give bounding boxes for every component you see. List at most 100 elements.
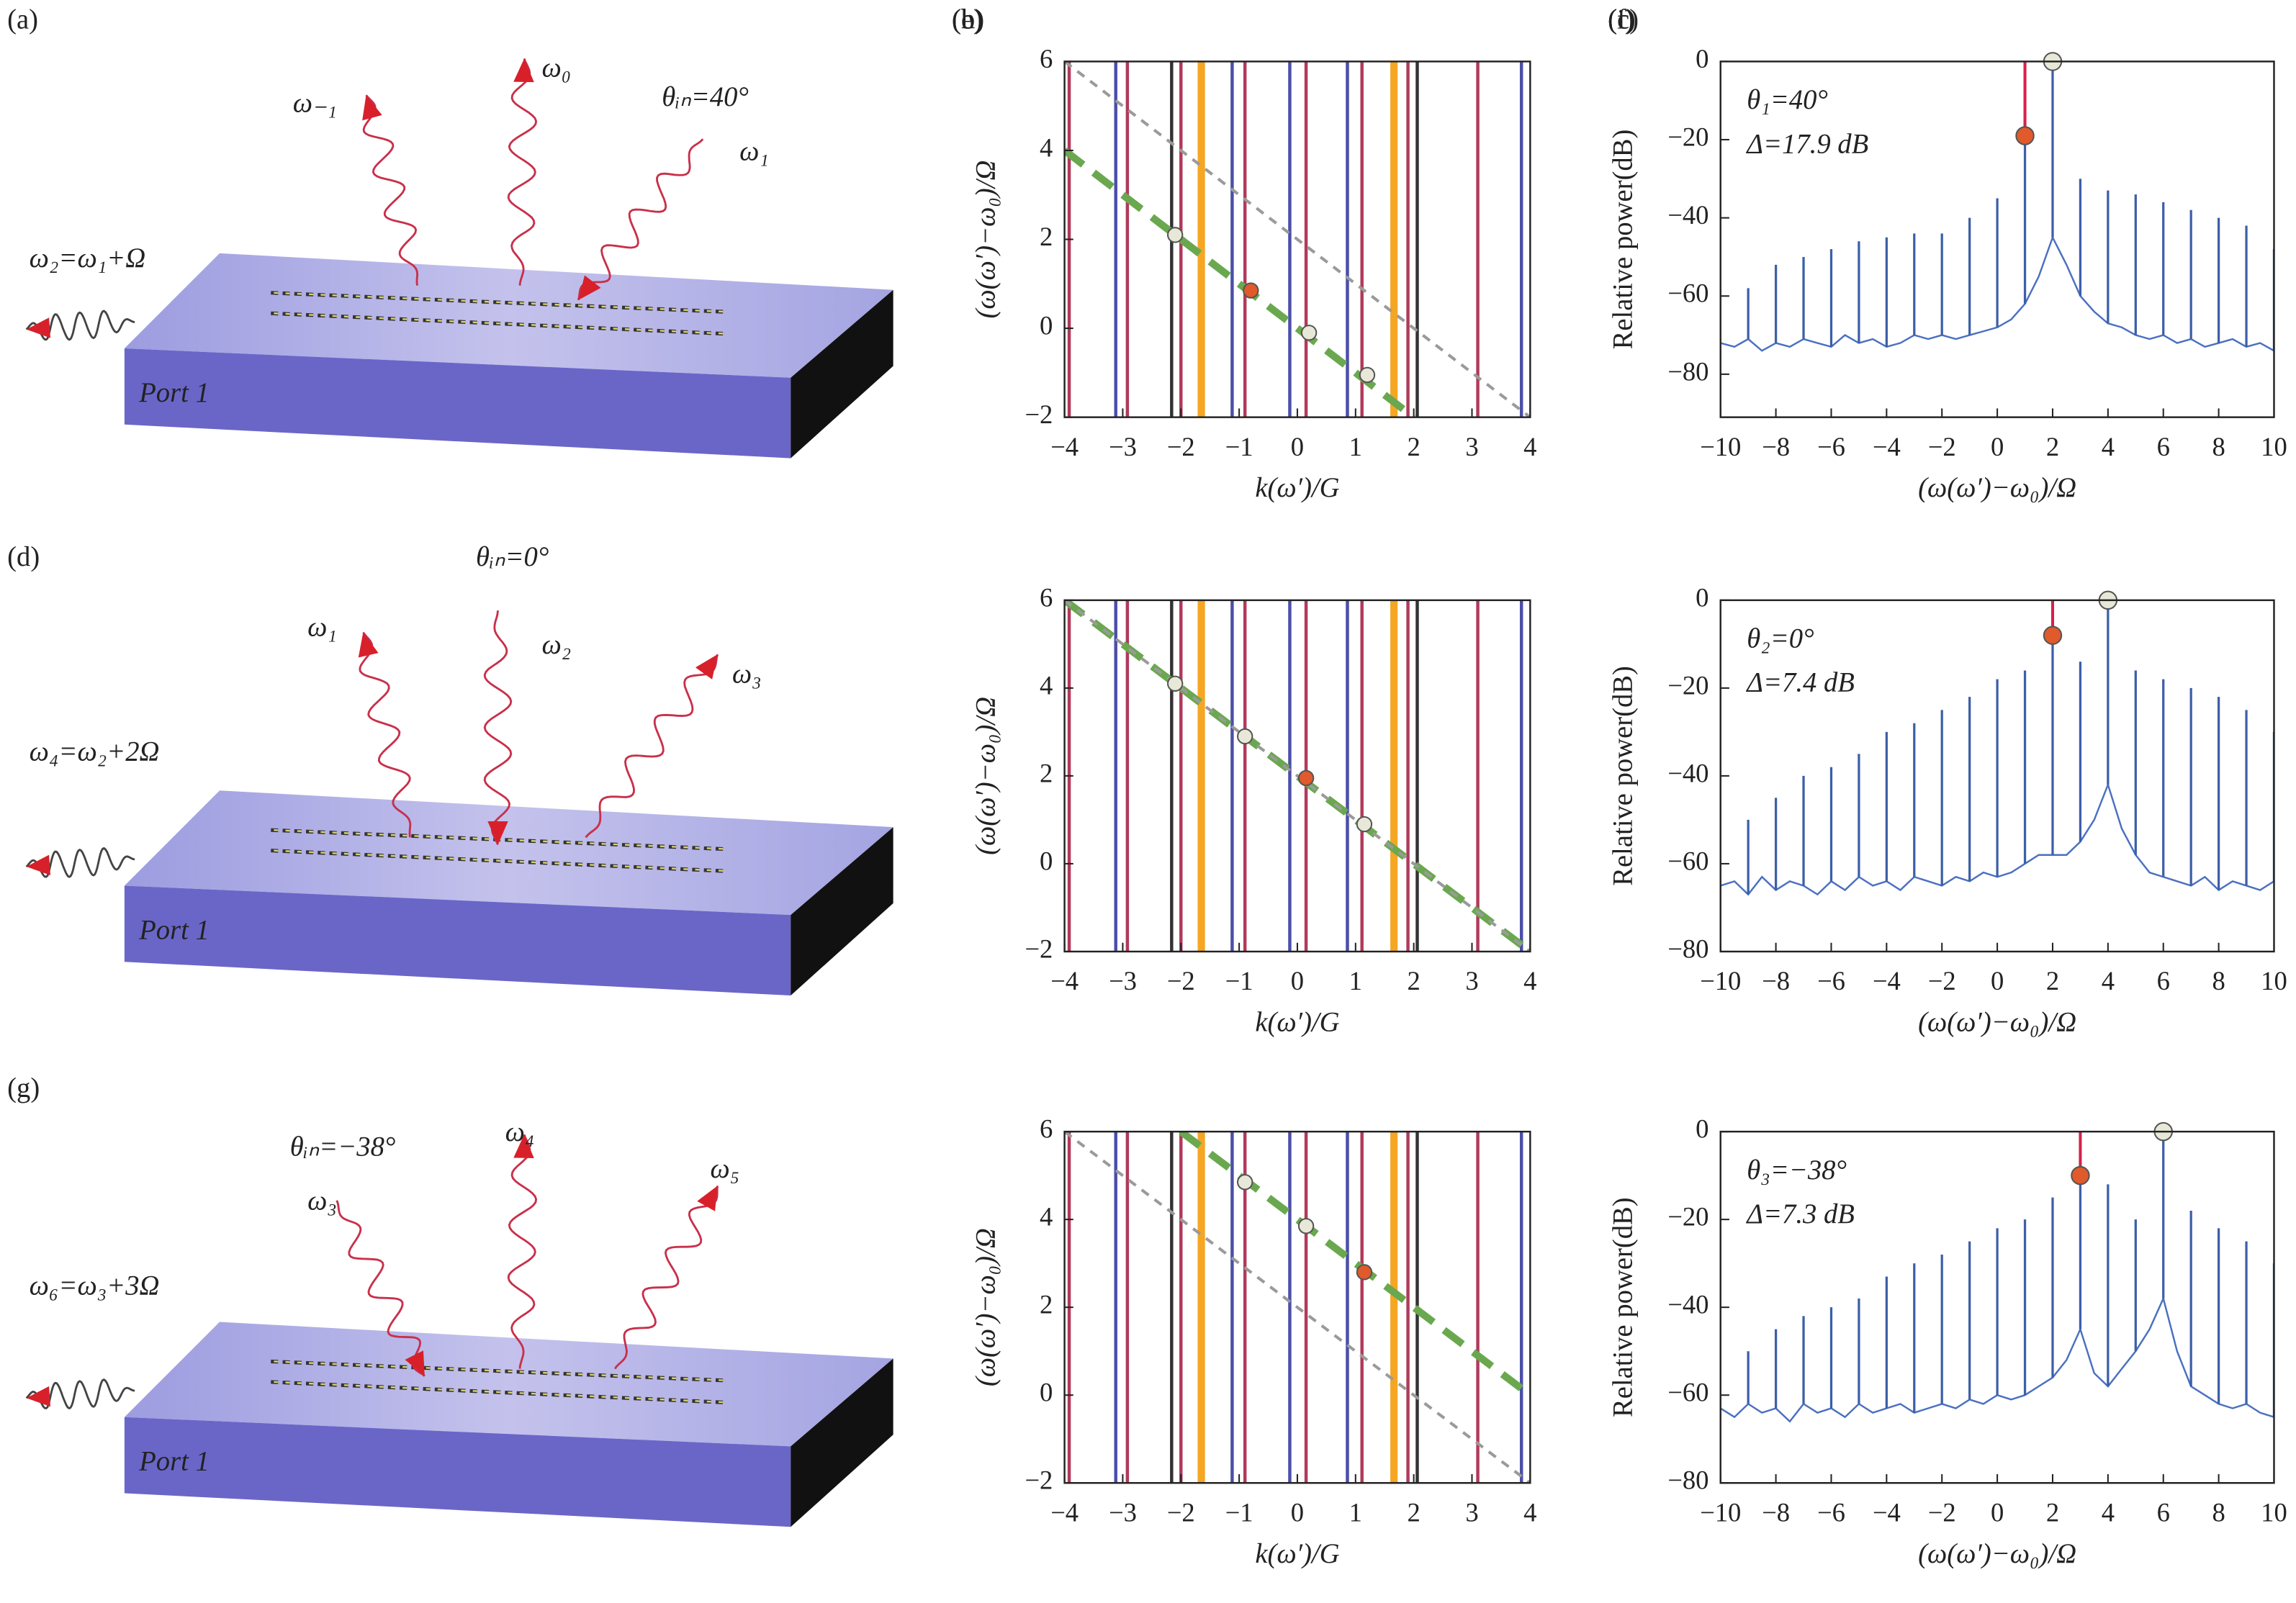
arrow-head	[26, 1386, 51, 1407]
schematic-label: ω₃	[307, 1186, 337, 1216]
x-tick-label: 8	[2212, 1497, 2225, 1527]
grating	[274, 828, 728, 850]
point	[1297, 1218, 1315, 1234]
x-tick-label: −6	[1817, 966, 1845, 995]
schematic-label: θᵢₙ=40°	[662, 82, 749, 112]
dispersion-line	[1064, 61, 1531, 417]
x-tick-label: 10	[2261, 966, 2287, 995]
chart: (e) −4 −3 −2 −1 0 1 2 3 4 −2 0 2 4 6 k(ω′)/G (ω(ω′)−ω₀)/…	[952, 4, 1536, 1037]
plot-area	[1720, 1132, 2274, 1423]
x-tick-label: 4	[2102, 966, 2115, 995]
wave	[507, 1134, 538, 1369]
wave	[362, 94, 419, 286]
point	[1237, 728, 1253, 745]
chart: (f)−10 −8 −6 −4 −2 0 2 4 6 8 100−20−40−60−80(ω(ω′)…	[1608, 4, 2287, 1037]
y-tick-label: 0	[1040, 846, 1053, 875]
x-tick-label: −3	[1109, 966, 1137, 995]
schematic-label: Port 1	[138, 1447, 210, 1477]
arrow-head	[578, 275, 601, 300]
plot-frame	[1063, 60, 1531, 418]
y-tick-label: −40	[1667, 1290, 1709, 1319]
grating	[274, 1360, 728, 1382]
slab-front	[124, 348, 791, 459]
schematic-label: ω₄	[505, 1117, 535, 1147]
grating	[274, 292, 728, 313]
plot-frame	[1063, 599, 1531, 953]
schematic: (d) θᵢₙ=0° ω₂ ω₁ ω₃ ω₄=ω₂+2Ω Port 1	[7, 542, 893, 995]
x-axis-label: (ω(ω′)−ω₀)/Ω	[1918, 473, 2076, 503]
annotation: θ₂=0°	[1747, 624, 1814, 654]
x-tick-label: 8	[2212, 966, 2225, 995]
y-tick-label: −60	[1667, 279, 1709, 308]
arrow-head	[358, 632, 379, 658]
x-tick-label: 3	[1465, 966, 1478, 995]
slab-side	[791, 1358, 893, 1527]
x-tick-label: 1	[1349, 1497, 1362, 1527]
x-tick-label: 0	[1991, 432, 2004, 461]
schematic-label: ω₋₁	[293, 88, 337, 118]
y-tick-label: −20	[1667, 1202, 1709, 1232]
y-axis-label: (ω(ω′)−ω₀)/Ω	[971, 161, 1001, 319]
y-tick-label: 6	[1040, 44, 1053, 73]
y-tick-label: −2	[1025, 399, 1053, 429]
x-tick-label: 6	[2157, 966, 2170, 995]
arrow-head	[26, 854, 51, 876]
x-tick-label: −2	[1928, 1497, 1956, 1527]
plot-frame	[1719, 60, 2275, 418]
y-tick-label: 0	[1696, 44, 1709, 73]
x-axis-label: k(ω′)/G	[1255, 1008, 1339, 1038]
plot-area	[1064, 600, 1531, 952]
x-tick-label: −2	[1928, 432, 1956, 461]
annotation: θ₁=40°	[1747, 85, 1828, 115]
grating	[274, 1381, 728, 1404]
x-tick-label: −6	[1817, 432, 1845, 461]
y-tick-label: −60	[1667, 1378, 1709, 1407]
arrow-head	[487, 821, 508, 845]
y-tick-label: 2	[1040, 1290, 1053, 1319]
y-tick-label: 0	[1696, 582, 1709, 612]
point	[1297, 769, 1315, 787]
slab-front	[124, 885, 791, 995]
x-tick-label: 2	[1407, 966, 1420, 995]
slab-front	[124, 1417, 791, 1527]
schematic-label: ω₀	[542, 53, 572, 83]
chart: (h) −4 −3 −2 −1 0 1 2 3 4 −2 0 2 4 6 k(ω′)/G (ω(ω′)−ω₀)/…	[952, 4, 1536, 1568]
plot-area	[1064, 1132, 1531, 1484]
annotation: θ₃=−38°	[1747, 1155, 1847, 1186]
x-axis-label: (ω(ω′)−ω₀)/Ω	[1918, 1008, 2076, 1038]
x-tick-label: −4	[1050, 432, 1079, 461]
arrow-head	[695, 654, 718, 679]
grating	[274, 849, 728, 872]
y-tick-label: 0	[1040, 310, 1053, 340]
y-axis-label: (ω(ω′)−ω₀)/Ω	[971, 1228, 1001, 1386]
panel-label: (f)	[1608, 4, 1636, 35]
y-tick-label: 4	[1040, 1202, 1053, 1232]
plot-frame	[1063, 1130, 1531, 1484]
y-axis-label: Relative power(dB)	[1608, 666, 1638, 886]
x-tick-label: −10	[1700, 966, 1741, 995]
x-tick-label: 0	[1991, 1497, 2004, 1527]
y-axis-label: Relative power(dB)	[1608, 130, 1638, 350]
y-tick-label: −80	[1667, 356, 1709, 386]
dispersion-line	[1064, 1132, 1531, 1484]
annotation: Δ=17.9 dB	[1745, 129, 1868, 159]
x-tick-label: 2	[2046, 966, 2059, 995]
wave	[614, 1186, 719, 1370]
plot-area	[1064, 61, 1531, 417]
x-tick-label: 4	[2102, 1497, 2115, 1527]
x-tick-label: −4	[1873, 966, 1901, 995]
wave	[25, 1378, 135, 1410]
x-tick-label: 2	[2046, 1497, 2059, 1527]
y-axis-label: Relative power(dB)	[1608, 1197, 1638, 1417]
annotation: Δ=7.4 dB	[1745, 668, 1855, 698]
schematic-label: ω₂	[542, 630, 572, 660]
x-axis-label: k(ω′)/G	[1255, 1539, 1339, 1569]
x-tick-label: 1	[1349, 966, 1362, 995]
arrow-head	[513, 1134, 534, 1158]
x-tick-label: −2	[1167, 1497, 1195, 1527]
dispersion-line	[1064, 600, 1531, 952]
wave	[507, 58, 538, 286]
y-axis-label: (ω(ω′)−ω₀)/Ω	[971, 697, 1001, 855]
